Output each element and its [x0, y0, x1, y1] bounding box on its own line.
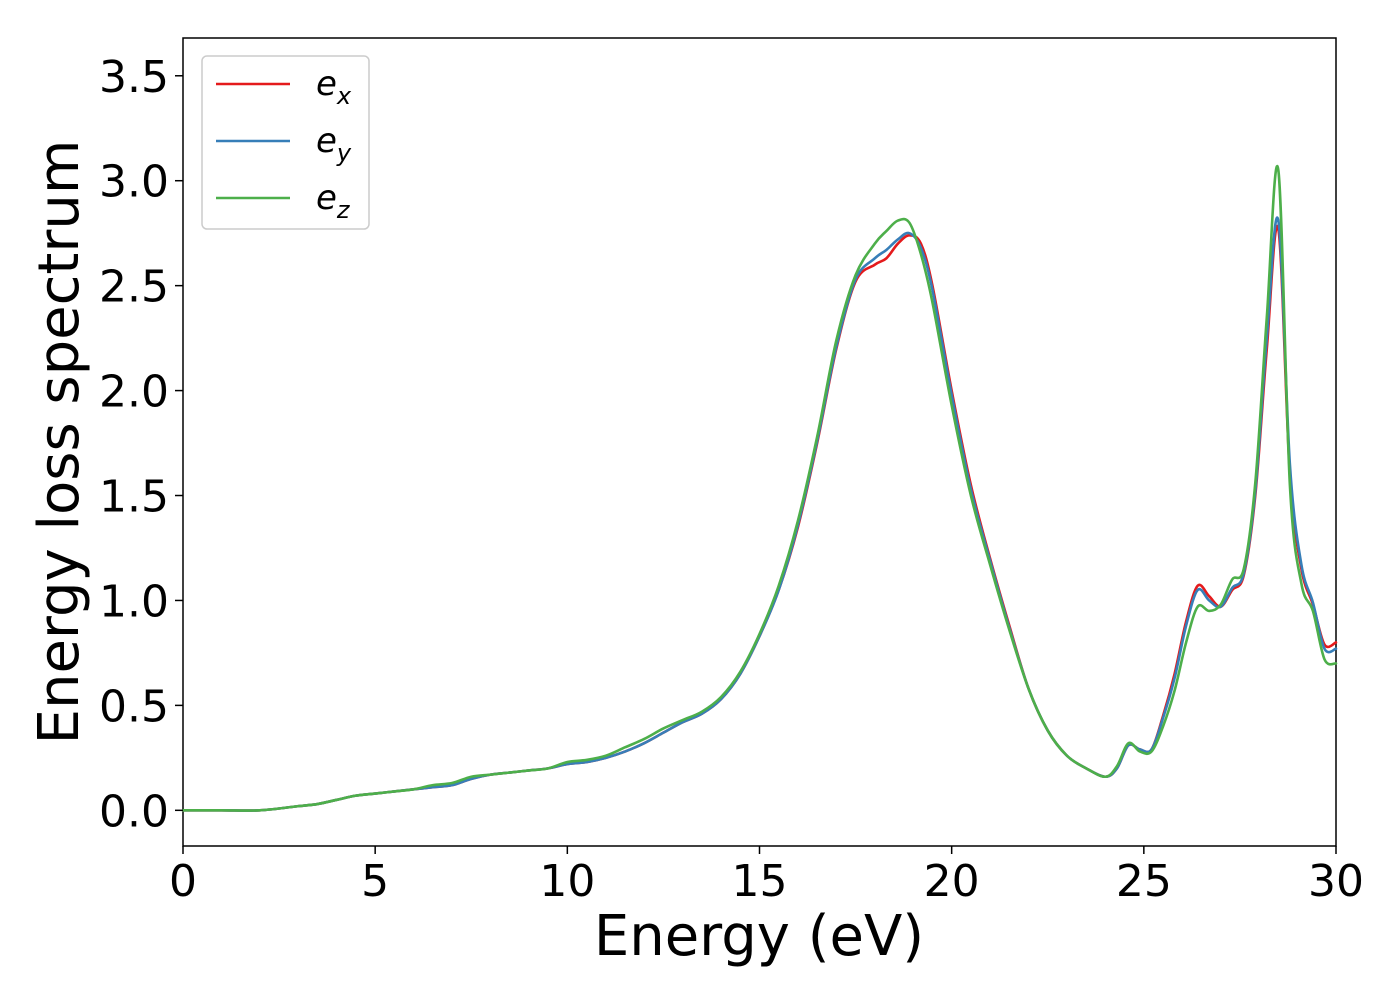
y-tick-label: 3.5: [99, 52, 169, 103]
y-tick-label: 0.0: [99, 786, 169, 837]
x-axis-label: Energy (eV): [594, 904, 924, 969]
y-tick-label: 1.0: [99, 576, 169, 627]
x-tick-label: 25: [1116, 856, 1172, 907]
series-line-ey: [181, 216, 1338, 812]
legend-label-subscript: y: [336, 139, 352, 167]
legend-label-main: e: [316, 121, 337, 161]
series-layer: [181, 165, 1338, 812]
y-axis-ticks: 0.0 0.5 1.0 1.5 2.0 2.5 3.0 3.5: [99, 52, 183, 837]
y-tick-label: 2.0: [99, 367, 169, 418]
y-tick-label: 0.5: [99, 681, 169, 732]
y-tick-label: 1.5: [99, 472, 169, 523]
y-tick-label: 2.5: [99, 262, 169, 313]
series-line-ez: [181, 165, 1338, 812]
x-tick-label: 30: [1308, 856, 1364, 907]
legend-label-subscript: x: [336, 82, 352, 110]
x-tick-label: 20: [924, 856, 980, 907]
legend-box: [201, 55, 370, 230]
legend-label-subscript: z: [336, 196, 351, 224]
legend-label: ey: [316, 121, 352, 167]
x-tick-label: 0: [169, 856, 197, 907]
y-axis-label: Energy loss spectrum: [27, 140, 92, 745]
legend-label: ex: [316, 64, 352, 110]
x-tick-label: 10: [539, 856, 595, 907]
x-axis-ticks: 0 5 10 15 20 25 30: [169, 846, 1364, 907]
legend-label-main: e: [316, 178, 337, 218]
x-tick-label: 5: [361, 856, 389, 907]
x-tick-label: 15: [732, 856, 788, 907]
legend-label-main: e: [316, 64, 337, 104]
legend-label: ez: [316, 178, 351, 224]
y-tick-label: 3.0: [99, 157, 169, 208]
